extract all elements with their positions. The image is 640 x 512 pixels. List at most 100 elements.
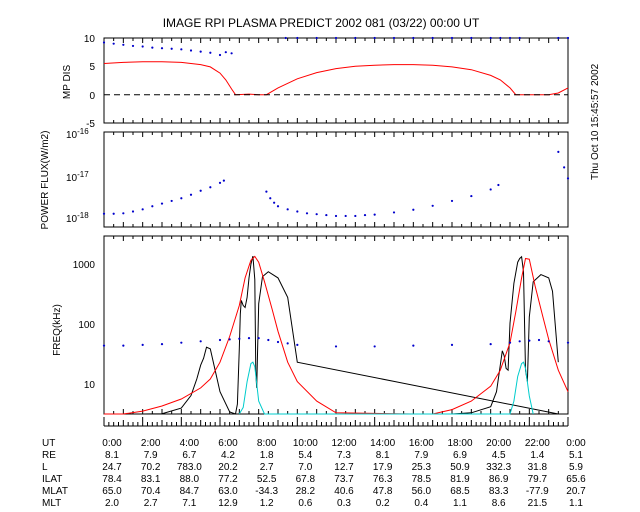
data-point [112,42,115,45]
data-point [199,189,202,192]
orbit-cell: 12:00 [331,438,356,449]
panel-freq-frame [103,235,569,415]
data-point [334,36,338,40]
data-point [547,340,550,343]
orbit-cell: 88.0 [180,474,200,485]
data-point [284,36,287,40]
data-point [122,43,125,46]
orbit-cell: 50.9 [450,462,470,473]
data-point [450,199,454,203]
orbit-cell: 5.4 [298,450,312,461]
data-point [180,197,183,200]
data-point [112,212,115,215]
data-point [412,208,415,211]
orbit-cell: 2.0 [105,498,119,509]
orbit-cell: 83.3 [489,486,509,497]
orbit-row-label: RE [42,450,56,461]
panel-freq: FREQ(kHz) 1000 100 10 [52,235,570,415]
data-point [170,47,173,50]
orbit-cell: 0.6 [298,498,312,509]
orbit-cell: 8.6 [492,498,506,509]
orbit-cell: 0.2 [376,498,390,509]
panel-mp-dis-ytick-label: 0 [89,91,95,102]
series-line [104,255,569,415]
orbit-cell: 84.7 [180,486,200,497]
data-point [305,212,309,215]
data-point [557,36,560,40]
data-point [199,50,202,53]
orbit-cell: 1.1 [453,498,467,509]
orbit-cell: 17.9 [373,462,393,473]
orbit-cell: 12.7 [334,462,354,473]
data-point [450,36,454,40]
orbit-cell: 7.9 [144,450,158,461]
data-point [470,36,473,40]
data-point [344,214,347,218]
data-point [247,337,251,340]
data-point [334,345,338,348]
data-point [373,36,376,40]
data-point [189,193,193,196]
orbit-cell: -34.3 [255,486,278,497]
data-point [189,49,193,52]
orbit-cell: 6.7 [182,450,196,461]
data-point [267,338,270,342]
orbit-cell: 7.1 [182,498,196,509]
data-point [170,199,173,203]
orbit-cell: 73.7 [334,474,354,485]
data-point [412,36,415,40]
orbit-cell: 68.5 [450,486,470,497]
orbit-cell: 67.8 [296,474,316,485]
panel-power-flux-ytick-label: 10-16 [66,127,89,141]
orbit-cell: -77.9 [526,486,549,497]
series-line [103,61,569,96]
orbit-row-label: MLAT [42,486,68,497]
data-point [151,46,154,49]
orbit-cell: 6:00 [218,438,238,449]
data-point [508,36,512,40]
data-point [537,338,541,342]
orbit-cell: 70.2 [141,462,161,473]
data-point [180,341,183,344]
orbit-cell: 20.7 [566,486,586,497]
data-point [131,210,135,213]
data-point [269,197,272,200]
tick-exp: -18 [77,211,89,220]
tick-base: 10 [66,173,78,184]
panel-power-flux-ytick-label: 10-18 [66,211,89,225]
data-point [499,36,502,40]
data-point [230,52,233,55]
tick-base: 10 [66,214,78,225]
data-point [141,343,144,346]
panel-mp-dis: MP DIS 10 5 0 -5 [62,34,570,130]
data-point [450,343,454,346]
orbit-cell: 65.0 [102,486,122,497]
series-line [104,255,559,415]
orbit-cell: 4:00 [180,438,200,449]
orbit-cell: 332.3 [486,462,511,473]
data-point [209,186,212,189]
orbit-row-label: UT [42,438,55,449]
panel-mp-dis-ylabel: MP DIS [62,65,73,100]
orbit-cell: 0.3 [337,498,351,509]
orbit-cell: 76.3 [373,474,393,485]
data-point [209,51,212,54]
data-point [566,341,570,344]
data-point [238,337,241,340]
data-point [160,343,164,346]
orbit-cell: 2.7 [144,498,158,509]
orbit-cell: 5.1 [569,450,583,461]
data-point [151,205,154,208]
orbit-cell: 4.2 [221,450,235,461]
data-point [566,177,570,180]
data-point [141,208,144,211]
data-point [373,213,376,216]
data-point [257,337,260,340]
data-point [392,36,396,40]
panel-mp-dis-ytick-label: 5 [89,62,95,73]
data-point [315,36,318,40]
data-point [102,212,106,215]
data-point [528,339,531,342]
data-point [489,188,492,191]
